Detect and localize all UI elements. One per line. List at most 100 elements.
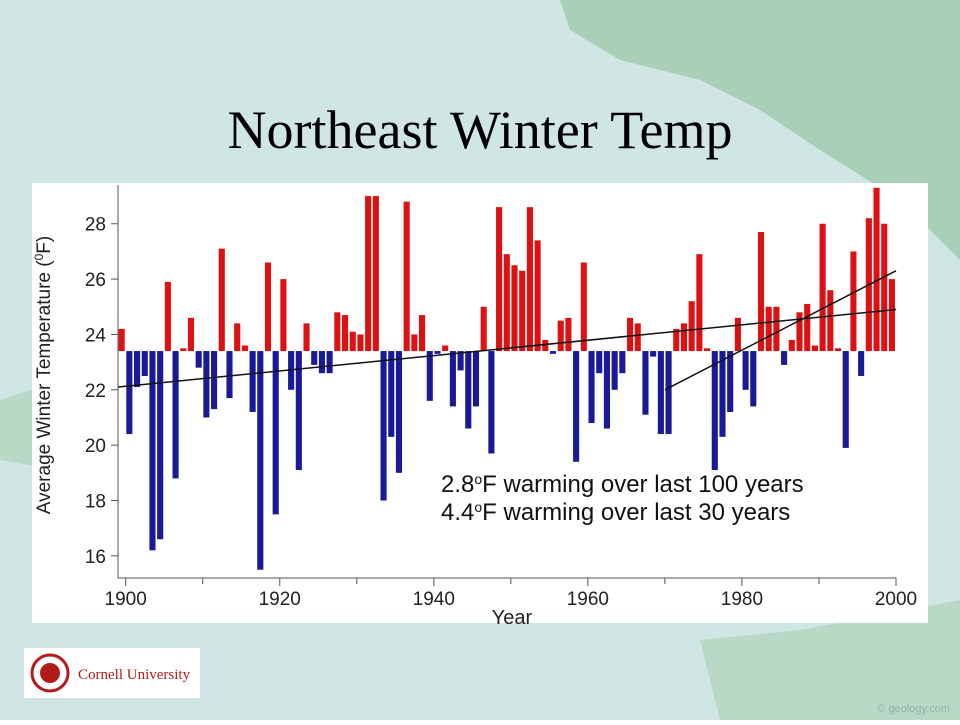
bar (187, 317, 195, 352)
bar (704, 348, 711, 352)
bar (542, 339, 549, 352)
slide-title: Northeast Winter Temp (228, 100, 733, 160)
bar (318, 351, 325, 374)
bar (519, 270, 526, 352)
bar (180, 348, 187, 352)
bar (711, 351, 718, 471)
x-tick-label: 1960 (567, 589, 609, 610)
bar (257, 351, 264, 570)
bar (488, 351, 495, 454)
annotation: 2.8oF warming over last 100 years (441, 471, 804, 498)
bar (650, 351, 657, 357)
bar (480, 306, 487, 352)
y-tick-label: 20 (85, 436, 106, 457)
annotation-part: o (474, 499, 482, 515)
bar (603, 351, 610, 429)
y-tick-label: 26 (85, 270, 106, 291)
x-tick-label: 2000 (875, 589, 917, 610)
bar (642, 351, 649, 415)
bar (696, 254, 703, 352)
logo-seal (40, 663, 60, 683)
bar (580, 262, 587, 352)
bar (365, 196, 372, 352)
bar (218, 248, 225, 352)
bar (149, 351, 156, 551)
bar (457, 351, 464, 371)
x-tick-label: 1920 (259, 589, 301, 610)
annotation-part: F warming over last 100 years (482, 471, 803, 498)
annotation: 4.4oF warming over last 30 years (441, 499, 790, 526)
bar (426, 351, 433, 401)
chart-panel (32, 183, 928, 623)
bar (734, 317, 741, 352)
y-tick-label: 24 (85, 325, 107, 346)
y-axis-label: Average Winter Temperature (0F) (32, 236, 55, 514)
bar (858, 351, 865, 376)
x-tick-label: 1980 (721, 589, 763, 610)
plot: 16 18 20 22 24 26 28 1900 1920 1940 1960 1980 2000 Ye… (32, 185, 917, 629)
bar (611, 351, 618, 390)
y-axis-label-part: Average Winter Temperature ( (34, 260, 55, 514)
bar (719, 351, 726, 437)
bar (211, 351, 218, 410)
bar (804, 304, 811, 352)
bar (811, 345, 818, 352)
bar (118, 328, 125, 352)
logo-text: Cornell University (78, 667, 191, 683)
bar (573, 351, 580, 462)
bar (264, 262, 272, 352)
bar (403, 201, 410, 352)
bar (134, 351, 141, 388)
bar (280, 279, 287, 352)
bar (873, 187, 880, 352)
trend-line (664, 270, 897, 391)
bar (203, 351, 210, 418)
bar (295, 351, 302, 471)
y-tick-label: 18 (85, 492, 106, 513)
bar (465, 351, 472, 429)
watermark: © geology.com (877, 703, 950, 715)
bar (657, 351, 664, 435)
bar (357, 334, 364, 352)
bar (172, 351, 179, 479)
bar (442, 345, 449, 352)
bar (557, 320, 564, 352)
bar (596, 351, 603, 374)
y-tick-label: 28 (85, 215, 106, 236)
bar (665, 351, 672, 435)
bar (472, 351, 480, 407)
bar (742, 351, 749, 390)
bar (234, 323, 241, 352)
bar (141, 351, 148, 376)
bar (688, 301, 695, 352)
bar (311, 351, 318, 365)
bar (380, 351, 387, 501)
map-land (700, 600, 960, 720)
trend-line (117, 308, 897, 388)
bar (673, 328, 680, 352)
annotation-part: 4.4 (441, 499, 474, 526)
bar (842, 351, 849, 448)
bar (888, 279, 895, 352)
bar (326, 351, 333, 374)
bar (827, 290, 834, 352)
map-land (560, 0, 960, 260)
bar (750, 351, 757, 407)
bar (372, 196, 379, 352)
bar (526, 207, 533, 352)
annotation-part: 2.8 (441, 471, 474, 498)
y-tick-label: 22 (85, 381, 106, 402)
bar (195, 351, 202, 368)
y-axis-label-part: 0 (32, 253, 46, 260)
bar (241, 345, 248, 352)
bar (773, 306, 780, 352)
bar (434, 351, 441, 354)
logo-seal (30, 653, 70, 693)
bar (588, 351, 595, 424)
bar (411, 334, 418, 352)
bar (796, 312, 803, 352)
bar (850, 251, 857, 352)
bar (388, 351, 395, 437)
bar (757, 232, 765, 352)
